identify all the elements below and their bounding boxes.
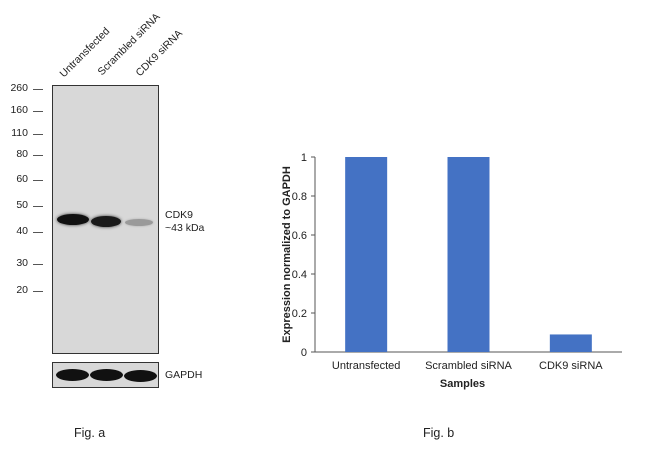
mw-tick-60 bbox=[33, 180, 43, 181]
mw-tick-80 bbox=[33, 155, 43, 156]
mw-label-20: 20 bbox=[16, 284, 28, 296]
y-tick-label: 0.6 bbox=[292, 230, 307, 242]
mw-label-80: 80 bbox=[16, 148, 28, 160]
mw-tick-30 bbox=[33, 264, 43, 265]
x-tick-label: CDK9 siRNA bbox=[539, 360, 603, 372]
bar bbox=[345, 157, 388, 352]
figure-caption-a: Fig. a bbox=[74, 426, 106, 440]
gapdh-band-untransfected bbox=[56, 369, 89, 381]
x-tick-label: Scrambled siRNA bbox=[425, 360, 512, 372]
band-scrambled-sirna bbox=[91, 216, 121, 227]
mw-tick-40 bbox=[33, 232, 43, 233]
mw-label-60: 60 bbox=[16, 173, 28, 185]
y-tick-label: 0.2 bbox=[292, 308, 307, 320]
bar bbox=[549, 334, 592, 352]
mw-label-30: 30 bbox=[16, 257, 28, 269]
target-size-label: ~43 kDa bbox=[165, 222, 205, 234]
x-axis-title: Samples bbox=[440, 378, 485, 390]
x-tick-label: Untransfected bbox=[332, 360, 400, 372]
mw-tick-20 bbox=[33, 291, 43, 292]
mw-tick-260 bbox=[33, 89, 43, 90]
gapdh-band-scrambled-sirna bbox=[90, 369, 123, 381]
y-axis-title: Expression normalized to GAPDH bbox=[281, 166, 293, 343]
mw-tick-50 bbox=[33, 206, 43, 207]
mw-tick-110 bbox=[33, 134, 43, 135]
mw-label-110: 110 bbox=[11, 127, 28, 139]
blot-membrane-main bbox=[52, 85, 159, 354]
mw-tick-160 bbox=[33, 111, 43, 112]
y-tick-label: 0.4 bbox=[292, 269, 307, 281]
band-cdk9-sirna bbox=[125, 219, 153, 226]
y-tick-label: 0 bbox=[301, 347, 307, 359]
band-untransfected bbox=[57, 214, 89, 225]
y-tick-label: 1 bbox=[301, 152, 307, 164]
blot-membrane-loading-control bbox=[52, 362, 159, 388]
mw-label-260: 260 bbox=[10, 82, 28, 94]
mw-label-40: 40 bbox=[16, 225, 28, 237]
target-protein-label: CDK9 bbox=[165, 209, 194, 221]
mw-label-160: 160 bbox=[10, 104, 28, 116]
y-tick-label: 0.8 bbox=[292, 191, 307, 203]
gapdh-band-cdk9-sirna bbox=[124, 370, 157, 382]
loading-control-label: GAPDH bbox=[165, 369, 203, 381]
mw-label-50: 50 bbox=[16, 199, 28, 211]
figure-caption-b: Fig. b bbox=[423, 426, 455, 440]
bar bbox=[447, 157, 490, 352]
